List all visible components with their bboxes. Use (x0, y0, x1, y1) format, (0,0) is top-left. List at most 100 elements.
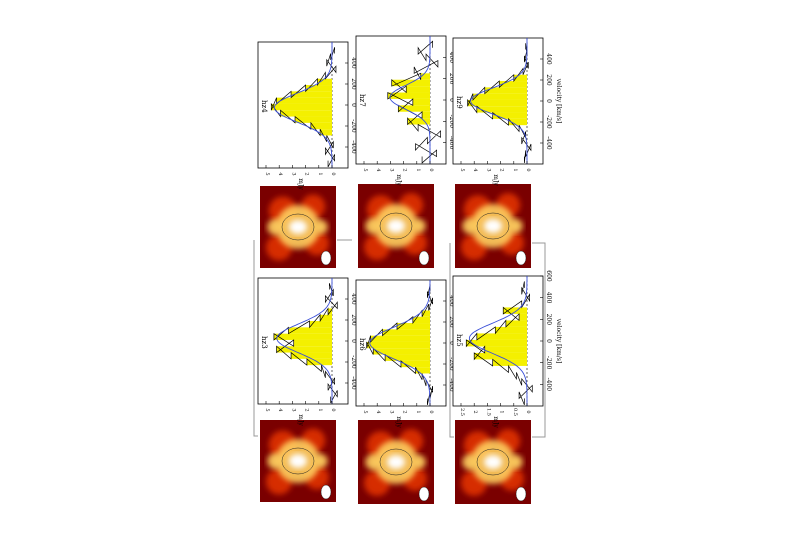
gaussian-fit (389, 36, 431, 164)
line-fill-bin (276, 346, 332, 353)
y-tick-label: 2 (304, 408, 310, 411)
y-tick-label: 3 (290, 172, 296, 175)
gaussian-fit (273, 42, 333, 168)
map-peak (387, 219, 405, 233)
line-fill-bin (499, 81, 527, 88)
line-fill-bin (317, 78, 332, 86)
line-fill-bin (505, 320, 527, 327)
line-fill-bin (280, 110, 332, 117)
line-fill-bin (291, 352, 332, 359)
x-tick-label: 200 (350, 78, 357, 90)
line-fill-bin (467, 99, 527, 107)
beam-ellipse (418, 486, 430, 502)
y-tick-label: 2 (304, 172, 310, 175)
line-fill-bin (492, 359, 527, 366)
y-tick-label: 0 (525, 168, 531, 171)
map-contour (476, 212, 510, 240)
y-tick-label: 0.5 (512, 408, 518, 416)
x-tick-label: 0 (448, 98, 455, 102)
map-emission-blob (365, 454, 382, 470)
x-axis-label: velocity [km/s] (555, 78, 562, 124)
y-tick-label: 1 (415, 410, 421, 413)
y-axis-label: mJy (395, 174, 402, 186)
line-fill-bin (472, 93, 527, 100)
x-tick-label: 400 (350, 57, 357, 69)
x-tick-label: -200 (545, 356, 552, 370)
line-fill-bin (293, 339, 332, 347)
map-peak (289, 220, 307, 234)
beam-ellipse (320, 250, 332, 266)
line-fill-bin (476, 106, 527, 113)
line-fill-bin (387, 92, 430, 99)
beam-ellipse (418, 250, 430, 266)
spectrum-histogram (270, 47, 337, 168)
y-tick-label: 4 (472, 168, 478, 171)
map-emission-blob (267, 453, 284, 469)
line-fill-bin (373, 348, 430, 355)
y-tick-label: 5 (264, 408, 270, 411)
line-fill-bin (295, 116, 332, 123)
bracket-left (253, 240, 258, 437)
y-axis-label: mJy (297, 178, 304, 190)
line-fill-bin (420, 73, 430, 80)
x-tick-label: -400 (448, 136, 455, 150)
map-contour (476, 448, 510, 476)
line-fill-bin (385, 354, 430, 361)
y-axis-label: mJy (492, 174, 499, 186)
y-tick-label: 2 (499, 168, 505, 171)
map-peak (484, 455, 502, 469)
gaussian-fit (468, 276, 528, 406)
line-fill-bin (415, 367, 430, 374)
line-fill-bin (306, 358, 332, 366)
y-tick-label: 3 (388, 410, 394, 413)
line-fill-bin (422, 310, 430, 317)
y-tick-label: 4 (375, 410, 381, 413)
x-tick-label: 200 (545, 314, 552, 326)
y-tick-label: 1 (499, 410, 505, 413)
spectrum-histogram (366, 285, 433, 406)
panel-label: hz7 (358, 94, 366, 107)
spectrum-histogram (467, 43, 532, 163)
line-fill-bin (273, 333, 332, 340)
line-fill-bin (288, 327, 332, 334)
map-emission-blob (462, 454, 479, 470)
x-tick-label: 200 (350, 314, 357, 326)
bracket-mid (449, 243, 454, 438)
y-tick-label: 3 (485, 168, 491, 171)
line-fill-bin (422, 111, 430, 119)
flux-map-hz6 (358, 420, 434, 504)
gaussian-fit (470, 38, 528, 164)
map-emission-blob (411, 219, 426, 233)
x-tick-label: 200 (448, 73, 455, 85)
map-contour (379, 212, 413, 240)
x-tick-label: 0 (545, 99, 552, 103)
x-tick-label: -200 (448, 115, 455, 129)
y-tick-label: 5 (362, 410, 368, 413)
y-tick-label: 3 (290, 408, 296, 411)
panel-label: hz3 (260, 336, 268, 349)
map-emission-blob (508, 219, 523, 233)
x-tick-label: 0 (448, 341, 455, 345)
y-tick-label: 0 (330, 172, 336, 175)
x-tick-label: -200 (545, 115, 552, 129)
x-tick-label: -400 (350, 376, 357, 390)
line-fill-bin (291, 91, 332, 98)
line-fill-bin (271, 103, 332, 111)
line-fill-bin (412, 316, 430, 324)
line-fill-bin (508, 118, 527, 126)
spectrum-histogram (387, 40, 441, 164)
line-fill-bin (484, 87, 527, 94)
line-fill-bin (406, 86, 430, 93)
line-fill-bin (400, 360, 430, 368)
map-emission-blob (313, 454, 328, 468)
x-tick-label: 400 (350, 293, 357, 305)
x-tick-label: 0 (350, 103, 357, 107)
line-fill-bin (382, 329, 430, 336)
line-fill-bin (466, 339, 527, 347)
beam-ellipse (515, 250, 527, 266)
line-fill-bin (276, 97, 332, 104)
x-axis-label: velocity [km/s] (555, 318, 562, 364)
